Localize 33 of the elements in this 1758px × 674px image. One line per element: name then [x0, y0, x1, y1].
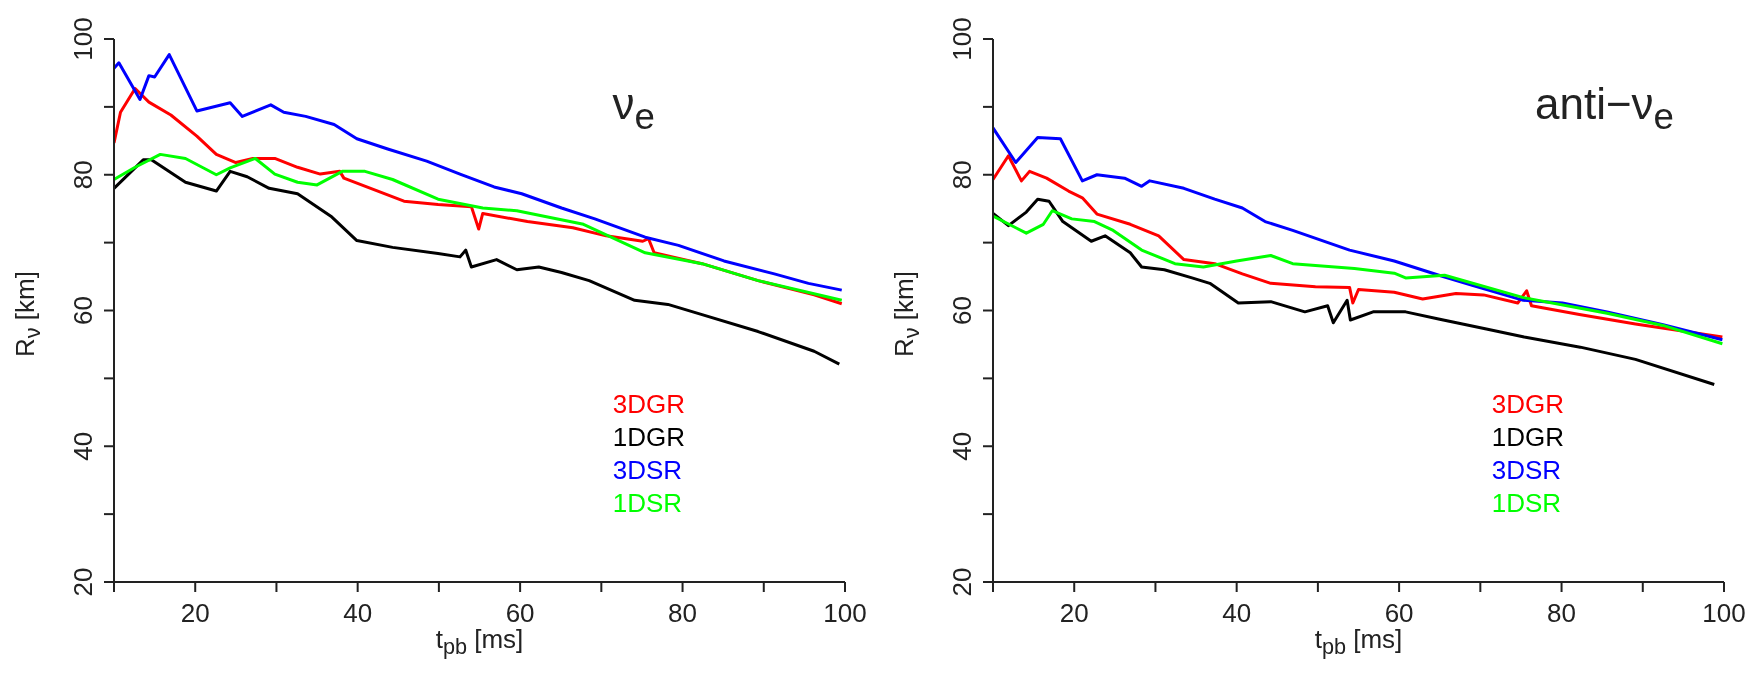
x-tick-label: 80 — [1547, 598, 1577, 628]
x-tick-label: 20 — [1059, 598, 1089, 628]
y-tick-label: 20 — [947, 567, 977, 597]
y-tick-label: 100 — [947, 17, 977, 61]
annotation: ν$_{e}$ — [612, 79, 655, 138]
y-tick-label: 40 — [68, 431, 98, 461]
y-tick-label: 80 — [68, 160, 98, 190]
x-tick-label: 80 — [668, 598, 698, 628]
text: 1DSR — [612, 487, 684, 520]
x-tick-label: 100 — [1702, 598, 1746, 628]
text: 3DSR — [1491, 454, 1563, 487]
y-tick-label: 80 — [947, 160, 977, 190]
text: 1DSR — [1491, 487, 1563, 520]
y-tick-label: 60 — [68, 296, 98, 325]
x-tick-label: 100 — [823, 598, 867, 628]
text: 1DGR — [612, 421, 685, 454]
y-tick-label: 100 — [68, 17, 98, 61]
line-series — [993, 209, 1724, 346]
text: 3DSR — [612, 454, 684, 487]
text: 3DGR — [1491, 388, 1564, 421]
y-tick-label: 20 — [68, 567, 98, 597]
line-series — [114, 152, 844, 302]
text: 3DGR — [612, 388, 685, 421]
x-tick-label: 20 — [180, 598, 210, 628]
text: 1DGR — [1491, 421, 1564, 454]
line-series — [993, 197, 1716, 386]
line-series — [114, 53, 844, 292]
y-tick-label: 60 — [947, 296, 977, 325]
y-tick-label: 40 — [947, 431, 977, 461]
x-tick-label: 40 — [343, 598, 373, 628]
x-tick-label: 40 — [1222, 598, 1252, 628]
annotation: anti−ν$_{e}$ — [1534, 79, 1674, 138]
line-series — [114, 158, 841, 366]
